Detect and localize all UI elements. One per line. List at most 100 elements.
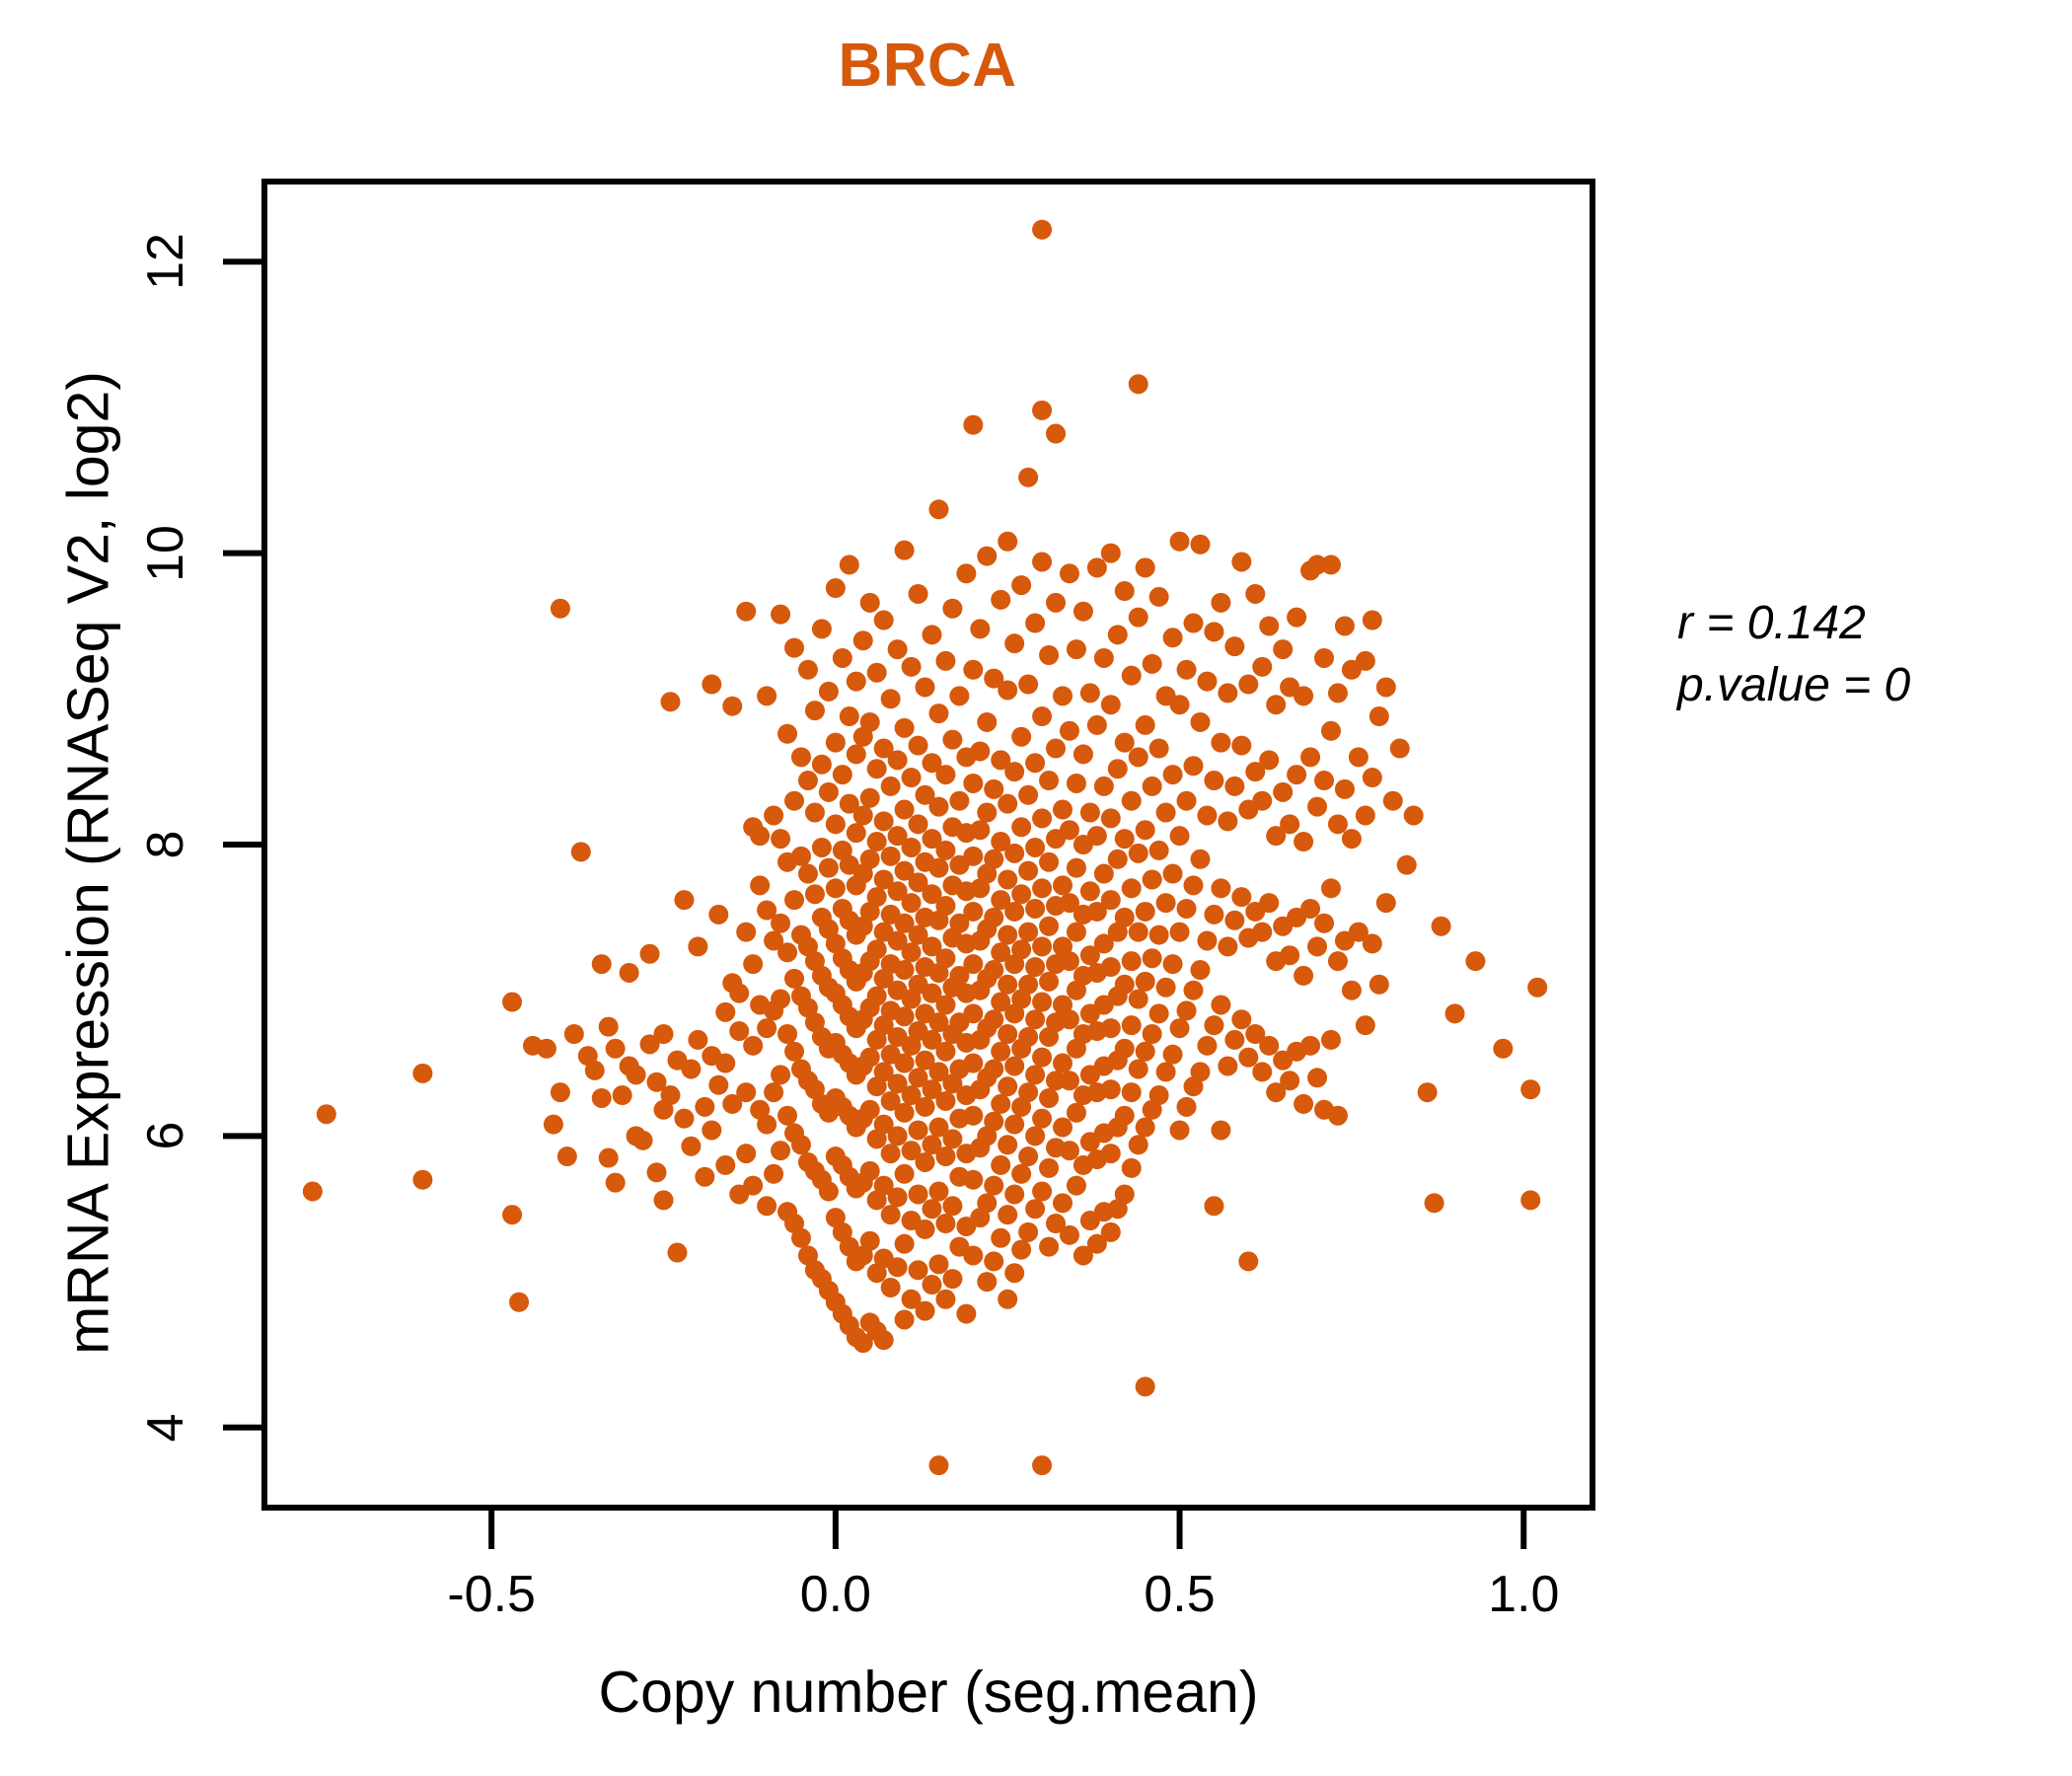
data-point	[1520, 1079, 1541, 1100]
data-point	[1032, 552, 1053, 572]
data-point	[811, 754, 832, 775]
data-point	[1025, 1126, 1046, 1147]
data-point	[991, 1227, 1011, 1248]
data-point	[928, 1117, 949, 1138]
data-point	[1025, 1199, 1046, 1220]
data-point	[1231, 887, 1252, 908]
y-tick-label: 6	[137, 1121, 194, 1150]
data-point	[695, 1166, 715, 1187]
data-point	[832, 765, 852, 785]
data-points-layer	[302, 219, 1548, 1476]
data-point	[777, 723, 798, 744]
data-point	[509, 1292, 530, 1312]
data-point	[1052, 686, 1073, 706]
data-point	[915, 784, 935, 805]
data-point	[970, 619, 991, 639]
data-point	[894, 1163, 915, 1184]
data-point	[1341, 829, 1362, 850]
y-tick-label: 4	[137, 1413, 194, 1443]
data-point	[1032, 1455, 1053, 1476]
data-point	[818, 1181, 839, 1202]
data-point	[908, 925, 928, 945]
data-point	[935, 1090, 956, 1111]
data-point	[1107, 849, 1128, 869]
data-point	[984, 1175, 1004, 1196]
data-point	[702, 1120, 722, 1141]
data-point	[1176, 898, 1197, 919]
data-point	[1375, 893, 1396, 914]
data-point	[1121, 1082, 1142, 1103]
data-point	[949, 913, 970, 933]
data-point	[570, 842, 591, 862]
data-point	[928, 1455, 949, 1476]
data-point	[908, 1260, 928, 1281]
data-point	[736, 1144, 757, 1164]
data-point	[688, 1029, 708, 1050]
data-point	[1059, 893, 1079, 914]
data-point	[1252, 922, 1273, 942]
data-point	[852, 805, 873, 826]
data-point	[771, 604, 791, 625]
data-point	[1135, 714, 1155, 735]
data-point	[1018, 1147, 1039, 1167]
data-point	[922, 884, 942, 905]
data-point	[695, 1096, 715, 1117]
data-point	[1314, 771, 1335, 791]
data-point	[1314, 647, 1335, 668]
data-point	[1114, 581, 1135, 602]
data-point	[1375, 677, 1396, 698]
data-point	[977, 802, 998, 823]
data-point	[901, 1289, 922, 1309]
data-point	[866, 832, 887, 852]
data-point	[846, 744, 866, 765]
data-point	[771, 989, 791, 1009]
data-point	[790, 846, 811, 866]
data-point	[1259, 750, 1280, 771]
data-point	[1100, 1221, 1121, 1242]
data-point	[797, 771, 818, 791]
data-point	[1059, 820, 1079, 841]
data-point	[1259, 893, 1280, 914]
data-point	[1073, 744, 1093, 765]
data-point	[894, 717, 915, 738]
data-point	[984, 1059, 1004, 1079]
data-point	[956, 563, 977, 584]
data-point	[1114, 1184, 1135, 1205]
data-point	[708, 1074, 729, 1095]
data-point	[556, 1147, 577, 1167]
data-point	[1100, 695, 1121, 715]
data-point	[1004, 633, 1025, 654]
data-point	[757, 1114, 777, 1135]
data-point	[991, 1041, 1011, 1062]
data-point	[502, 992, 523, 1012]
data-point	[653, 1024, 674, 1044]
data-point	[922, 936, 942, 957]
data-point	[998, 869, 1018, 890]
data-point	[1121, 878, 1142, 899]
data-point	[908, 872, 928, 893]
data-point	[1382, 790, 1403, 811]
data-point	[901, 768, 922, 788]
data-point	[771, 1141, 791, 1161]
data-point	[1162, 1044, 1183, 1065]
data-point	[894, 1006, 915, 1027]
data-point	[1018, 467, 1039, 487]
data-point	[632, 1130, 653, 1150]
data-point	[887, 881, 908, 902]
data-point	[1004, 762, 1025, 782]
data-point	[894, 1309, 915, 1330]
data-point	[1307, 796, 1328, 817]
data-point	[852, 630, 873, 651]
data-point	[922, 983, 942, 1003]
data-point	[722, 696, 743, 716]
data-point	[977, 1193, 998, 1214]
data-point	[1280, 945, 1300, 966]
data-point	[757, 1196, 777, 1217]
data-point	[1011, 939, 1032, 960]
data-point	[1148, 586, 1169, 607]
data-point	[1093, 647, 1114, 668]
data-point	[1355, 805, 1375, 826]
data-point	[1224, 636, 1245, 657]
data-point	[1011, 884, 1032, 905]
data-point	[646, 1072, 667, 1092]
